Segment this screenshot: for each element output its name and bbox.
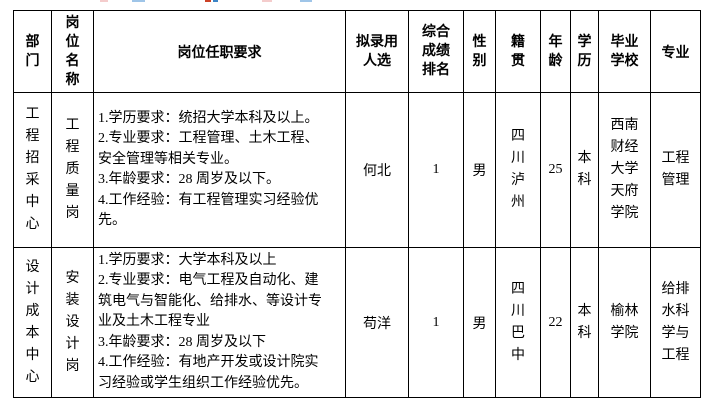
cell-rank: 1	[408, 247, 464, 398]
header-major-label: 专业	[661, 45, 690, 61]
crop-artifact	[213, 0, 218, 2]
header-hometown: 籍贯	[495, 10, 541, 93]
cell-position: 工程质量岗	[51, 92, 94, 248]
header-department-label: 部门	[25, 34, 40, 69]
header-position-label: 岗位名称	[65, 15, 80, 88]
header-major: 专业	[650, 10, 701, 93]
age-value: 22	[548, 314, 563, 330]
header-age: 年龄	[540, 10, 571, 93]
cell-rank: 1	[408, 92, 464, 248]
cell-position: 安装设计岗	[51, 247, 94, 398]
header-rank-label: 综合成绩排名	[422, 25, 450, 78]
school-value: 西南财经大学天府学院	[610, 118, 639, 221]
cell-gender: 男	[463, 247, 496, 398]
header-education-label: 学历	[577, 34, 592, 69]
cell-major: 工程管理	[650, 92, 701, 248]
major-value: 给排水科学与工程	[661, 281, 690, 363]
rank-value: 1	[432, 162, 440, 177]
rank-value: 1	[432, 314, 440, 330]
gender-value: 男	[472, 164, 487, 179]
position-value: 工程质量岗	[65, 118, 80, 221]
department-value: 工程招采中心	[25, 107, 40, 232]
header-row: 部门 岗位名称 岗位任职要求 拟录用人选 综合成绩排名 性别 籍贯 年龄 学历 …	[13, 10, 701, 93]
cell-gender: 男	[463, 92, 496, 248]
header-age-label: 年龄	[548, 34, 563, 69]
cell-age: 22	[540, 247, 571, 398]
crop-artifact	[300, 0, 312, 2]
candidate-value: 苟洋	[363, 316, 391, 332]
hometown-value: 四川巴中	[511, 281, 525, 363]
cell-hometown: 四川泸州	[495, 92, 541, 248]
header-school: 毕业学校	[598, 10, 651, 93]
cell-requirements: 1.学历要求：大学本科及以上 2.专业要求：电气工程及自动化、建筑电气与智能化、…	[93, 247, 346, 398]
department-value: 设计成本中心	[25, 259, 40, 385]
header-candidate: 拟录用人选	[345, 10, 409, 93]
cell-requirements: 1.学历要求：统招大学本科及以上。 2.专业要求：工程管理、土木工程、安全管理等…	[93, 92, 346, 248]
age-value: 25	[548, 162, 563, 177]
recruitment-table: 部门 岗位名称 岗位任职要求 拟录用人选 综合成绩排名 性别 籍贯 年龄 学历 …	[13, 10, 701, 398]
cell-major: 给排水科学与工程	[650, 247, 701, 398]
candidate-value: 何北	[363, 164, 391, 179]
requirements-value: 1.学历要求：统招大学本科及以上。 2.专业要求：工程管理、土木工程、安全管理等…	[98, 110, 319, 229]
table-row: 工程招采中心 工程质量岗 1.学历要求：统招大学本科及以上。 2.专业要求：工程…	[13, 92, 701, 248]
cell-department: 设计成本中心	[13, 247, 52, 398]
header-gender-label: 性别	[472, 34, 487, 69]
cell-school: 榆林学院	[598, 247, 651, 398]
header-education: 学历	[570, 10, 599, 93]
header-school-label: 毕业学校	[610, 34, 639, 69]
crop-artifact	[100, 0, 108, 2]
education-value: 本科	[577, 151, 592, 188]
cell-education: 本科	[570, 247, 599, 398]
cell-school: 西南财经大学天府学院	[598, 92, 651, 248]
header-position: 岗位名称	[51, 10, 94, 93]
crop-artifact	[132, 0, 145, 2]
header-candidate-label: 拟录用人选	[356, 34, 398, 69]
hometown-value: 四川泸州	[511, 129, 525, 210]
cell-candidate: 何北	[345, 92, 409, 248]
cell-hometown: 四川巴中	[495, 247, 541, 398]
header-rank: 综合成绩排名	[408, 10, 464, 93]
table-row: 设计成本中心 安装设计岗 1.学历要求：大学本科及以上 2.专业要求：电气工程及…	[13, 247, 701, 398]
crop-artifact	[205, 0, 211, 2]
header-hometown-label: 籍贯	[511, 34, 525, 69]
header-requirements: 岗位任职要求	[93, 10, 346, 93]
requirements-value: 1.学历要求：大学本科及以上 2.专业要求：电气工程及自动化、建筑电气与智能化、…	[98, 252, 322, 391]
education-value: 本科	[577, 303, 592, 341]
cell-candidate: 苟洋	[345, 247, 409, 398]
header-department: 部门	[13, 10, 52, 93]
cell-education: 本科	[570, 92, 599, 248]
header-requirements-label: 岗位任职要求	[177, 45, 262, 61]
header-gender: 性别	[463, 10, 496, 93]
cell-department: 工程招采中心	[13, 92, 52, 248]
position-value: 安装设计岗	[65, 270, 80, 374]
major-value: 工程管理	[661, 151, 690, 188]
cell-age: 25	[540, 92, 571, 248]
school-value: 榆林学院	[610, 303, 639, 341]
gender-value: 男	[472, 316, 487, 332]
crop-artifact	[262, 0, 272, 2]
